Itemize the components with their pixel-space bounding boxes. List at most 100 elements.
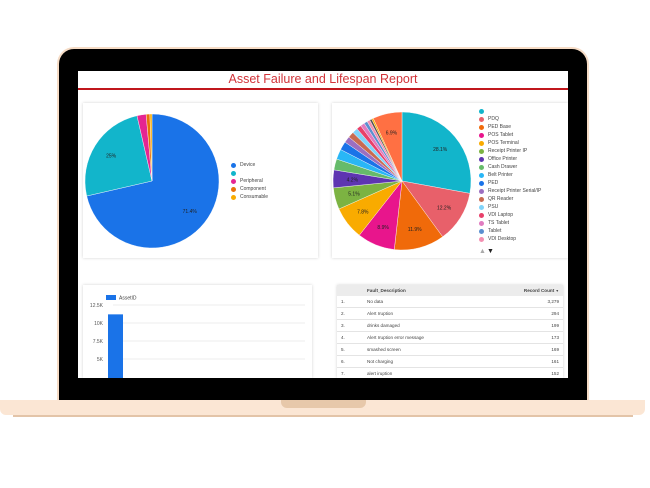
legend-swatch-icon bbox=[479, 228, 484, 234]
column-record-count[interactable]: Record Count ▼ bbox=[483, 285, 563, 296]
bar[interactable] bbox=[108, 314, 123, 378]
row-number: 6. bbox=[337, 355, 363, 368]
legend-item[interactable]: PDQ bbox=[479, 115, 541, 123]
fault-table-panel[interactable]: Fault_Description Record Count ▼ 1. No da… bbox=[337, 285, 563, 378]
legend-swatch-icon bbox=[231, 170, 236, 176]
legend-item[interactable]: PSU bbox=[479, 203, 541, 211]
table-row[interactable]: 5. smashed screen 169 bbox=[337, 343, 563, 356]
asset-type-pie-panel[interactable]: 28.1% 12.2% 11.9% 8.9% 7.8% 5.1% 4.2% 6.9% PDQ P… bbox=[332, 103, 568, 258]
fault-description-cell: Alert Iruption error message bbox=[363, 331, 484, 344]
row-number: 2. bbox=[337, 307, 363, 320]
legend-item[interactable]: PED Base bbox=[479, 123, 541, 131]
legend-label: PSU bbox=[488, 204, 499, 210]
slice-label: 5.1% bbox=[348, 192, 360, 198]
pie-slice[interactable] bbox=[401, 111, 472, 194]
record-count-cell: 161 bbox=[483, 355, 563, 368]
legend-item[interactable]: Receipt Printer IP bbox=[479, 147, 541, 155]
table-header-row: Fault_Description Record Count ▼ bbox=[337, 285, 563, 296]
category-pie-panel[interactable]: 71.4% 25% Device Peripheral Component Consum… bbox=[83, 103, 318, 258]
legend-swatch-icon bbox=[479, 212, 484, 218]
legend-item[interactable]: Office Printer bbox=[479, 155, 541, 163]
table-row[interactable]: 2. Alert Iruption 294 bbox=[337, 307, 563, 320]
legend-item[interactable]: Receipt Printer Serial/IP bbox=[479, 187, 541, 195]
legend-label: Peripheral bbox=[240, 178, 263, 184]
pie-slice[interactable] bbox=[149, 113, 153, 182]
pie-slice[interactable] bbox=[372, 111, 403, 182]
slice-label: 25% bbox=[106, 153, 117, 159]
legend-label: POS Terminal bbox=[488, 140, 519, 146]
legend-item[interactable] bbox=[231, 169, 268, 177]
legend-label: Belt Printer bbox=[488, 172, 513, 178]
pie-slice[interactable] bbox=[84, 115, 153, 197]
legend-item[interactable] bbox=[479, 107, 541, 115]
record-count-cell: 152 bbox=[483, 367, 563, 378]
slice-label: 6.9% bbox=[386, 130, 398, 136]
legend-item[interactable]: TS Tablet bbox=[479, 219, 541, 227]
legend-page-up-button[interactable]: ▲ bbox=[479, 248, 486, 255]
table-row[interactable]: 1. No data 3,279 bbox=[337, 296, 563, 308]
legend-label: Consumable bbox=[240, 194, 269, 200]
legend-label: Component bbox=[240, 186, 266, 192]
fault-description-cell: alert iruption bbox=[363, 367, 484, 378]
legend-item[interactable]: VDI Desktop bbox=[479, 235, 541, 243]
legend-swatch-icon bbox=[106, 295, 116, 300]
legend-item[interactable]: PED bbox=[479, 179, 541, 187]
fault-description-cell: smashed screen bbox=[363, 343, 484, 356]
legend-label: Device bbox=[240, 162, 256, 168]
legend-label: PED Base bbox=[488, 124, 512, 130]
legend-swatch-icon bbox=[479, 236, 484, 242]
fault-description-cell: Not charging bbox=[363, 355, 484, 368]
legend-label: Office Printer bbox=[488, 156, 518, 162]
table-row[interactable]: 3. drinks damaged 199 bbox=[337, 319, 563, 332]
slice-label: 71.4% bbox=[183, 209, 198, 215]
table-row[interactable]: 4. Alert Iruption error message 173 bbox=[337, 331, 563, 344]
legend-page-down-button[interactable]: ▼ bbox=[487, 248, 494, 255]
asset-bar-chart: AssetID 12.5K 10K 7.5K 5K bbox=[90, 295, 305, 378]
legend-swatch-icon bbox=[479, 156, 484, 162]
sort-desc-icon[interactable]: ▼ bbox=[555, 289, 559, 293]
asset-type-pie-chart: 28.1% 12.2% 11.9% 8.9% 7.8% 5.1% 4.2% 6.9% bbox=[332, 111, 472, 251]
legend-label: POS Tablet bbox=[488, 132, 514, 138]
legend-item[interactable]: VDI Laptop bbox=[479, 211, 541, 219]
legend-item[interactable]: Peripheral bbox=[231, 177, 268, 185]
report-title: Asset Failure and Lifespan Report bbox=[228, 72, 418, 86]
legend-item[interactable]: Component bbox=[231, 185, 268, 193]
legend-swatch-icon bbox=[479, 116, 484, 122]
table-row[interactable]: 6. Not charging 161 bbox=[337, 355, 563, 368]
fault-table: Fault_Description Record Count ▼ 1. No da… bbox=[337, 285, 563, 378]
legend-item[interactable]: Consumable bbox=[231, 193, 268, 201]
laptop-shadow bbox=[13, 415, 633, 417]
row-number: 7. bbox=[337, 367, 363, 378]
legend-item[interactable]: POS Tablet bbox=[479, 131, 541, 139]
column-fault-description[interactable]: Fault_Description bbox=[363, 285, 484, 296]
slice-label: 28.1% bbox=[433, 147, 448, 153]
legend-swatch-icon bbox=[479, 108, 484, 114]
legend-item[interactable]: Belt Printer bbox=[479, 171, 541, 179]
legend-item[interactable]: Cash Drawer bbox=[479, 163, 541, 171]
legend-label: QR Reader bbox=[488, 196, 514, 202]
category-pie-legend: Device Peripheral Component Consumable bbox=[231, 161, 268, 201]
legend-item[interactable]: QR Reader bbox=[479, 195, 541, 203]
legend-swatch-icon bbox=[231, 178, 236, 184]
legend-swatch-icon bbox=[479, 204, 484, 210]
legend-item[interactable]: Device bbox=[231, 161, 268, 169]
dashboard-screen: Asset Failure and Lifespan Report 71.4% 2… bbox=[78, 71, 568, 378]
record-count-cell: 169 bbox=[483, 343, 563, 356]
fault-description-cell: No data bbox=[363, 296, 484, 308]
table-row[interactable]: 7. alert iruption 152 bbox=[337, 367, 563, 378]
fault-description-cell: drinks damaged bbox=[363, 319, 484, 332]
legend-swatch-icon bbox=[479, 172, 484, 178]
row-number: 5. bbox=[337, 343, 363, 356]
legend-swatch-icon bbox=[479, 148, 484, 154]
legend-label: Tablet bbox=[488, 228, 502, 234]
pie-slice[interactable] bbox=[86, 113, 220, 249]
record-count-cell: 3,279 bbox=[483, 296, 563, 308]
legend-swatch-icon bbox=[479, 132, 484, 138]
asset-bar-panel[interactable]: AssetID 12.5K 10K 7.5K 5K bbox=[83, 285, 312, 378]
legend-item[interactable]: POS Terminal bbox=[479, 139, 541, 147]
legend-swatch-icon bbox=[479, 180, 484, 186]
legend-item[interactable]: Tablet bbox=[479, 227, 541, 235]
legend-swatch-icon bbox=[479, 220, 484, 226]
y-tick-label: 5K bbox=[97, 357, 104, 363]
row-number: 3. bbox=[337, 319, 363, 332]
